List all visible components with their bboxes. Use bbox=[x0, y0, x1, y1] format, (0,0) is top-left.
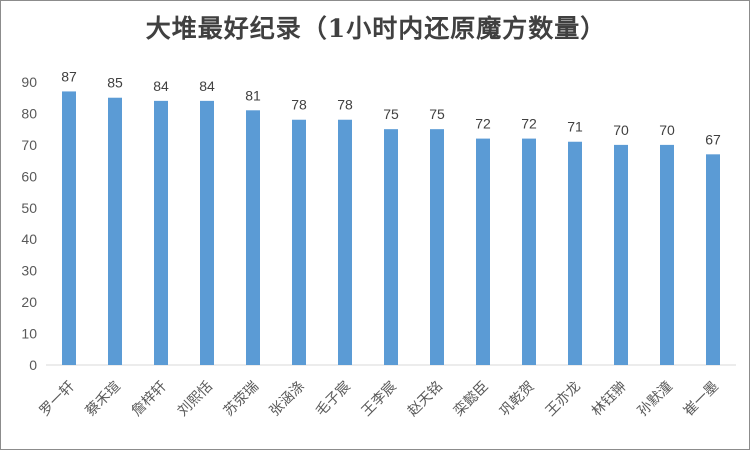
data-label: 81 bbox=[245, 87, 261, 103]
data-label: 85 bbox=[107, 75, 123, 91]
category-label: 毛子宸 bbox=[312, 378, 354, 420]
y-tick-label: 70 bbox=[21, 137, 37, 153]
data-label: 70 bbox=[613, 122, 629, 138]
y-tick-label: 20 bbox=[21, 294, 37, 310]
category-label: 崔一墨 bbox=[681, 379, 722, 420]
bar bbox=[476, 138, 490, 365]
category-label: 王李宸 bbox=[358, 378, 400, 420]
category-label: 赵天铭 bbox=[405, 379, 446, 420]
bar bbox=[292, 119, 306, 365]
data-label: 70 bbox=[659, 122, 675, 138]
category-label: 孙默潼 bbox=[634, 378, 676, 420]
data-label: 67 bbox=[705, 131, 721, 147]
bar bbox=[522, 138, 536, 365]
y-tick-label: 50 bbox=[21, 200, 37, 216]
y-tick-label: 10 bbox=[21, 326, 37, 342]
bar bbox=[384, 129, 398, 365]
category-label: 栾懿臣 bbox=[450, 378, 492, 420]
y-tick-label: 0 bbox=[29, 357, 37, 373]
data-label: 72 bbox=[475, 116, 491, 132]
data-label: 87 bbox=[61, 68, 77, 84]
category-label: 罗一轩 bbox=[37, 379, 78, 420]
data-label: 71 bbox=[567, 119, 583, 135]
data-label: 84 bbox=[153, 78, 169, 94]
bar bbox=[108, 97, 122, 365]
bar bbox=[706, 154, 720, 365]
category-label: 苏荥瑞 bbox=[221, 379, 262, 420]
category-label: 王亦龙 bbox=[543, 379, 584, 420]
data-label: 78 bbox=[337, 97, 353, 113]
category-label: 詹梓轩 bbox=[129, 379, 170, 420]
data-label: 75 bbox=[429, 106, 445, 122]
bar bbox=[338, 119, 352, 365]
y-tick-label: 90 bbox=[21, 74, 37, 90]
category-label: 蔡禾瑄 bbox=[83, 379, 124, 420]
chart-title: 大堆最好纪录（1小时内还原魔方数量） bbox=[145, 14, 607, 43]
bar bbox=[246, 110, 260, 365]
category-label: 林钰翀 bbox=[589, 379, 630, 420]
bar bbox=[200, 100, 214, 365]
y-tick-label: 80 bbox=[21, 105, 37, 121]
category-label: 巩乾贺 bbox=[497, 379, 538, 420]
bar bbox=[154, 100, 168, 365]
bar bbox=[62, 91, 76, 365]
category-label: 刘熙恬 bbox=[175, 379, 216, 420]
data-label: 78 bbox=[291, 97, 307, 113]
y-tick-label: 40 bbox=[21, 231, 37, 247]
bar bbox=[568, 141, 582, 365]
bar bbox=[660, 144, 674, 365]
category-label: 张涵涤 bbox=[267, 379, 308, 420]
bar bbox=[430, 129, 444, 365]
data-label: 72 bbox=[521, 116, 537, 132]
y-tick-label: 30 bbox=[21, 263, 37, 279]
bar bbox=[614, 144, 628, 365]
data-label: 75 bbox=[383, 106, 399, 122]
data-label: 84 bbox=[199, 78, 215, 94]
y-tick-label: 60 bbox=[21, 168, 37, 184]
